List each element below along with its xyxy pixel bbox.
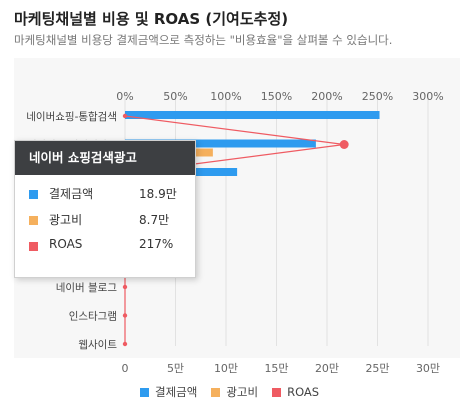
y-category-label: 웹사이트 — [78, 339, 117, 351]
x-tick-label-bottom: 10만 — [214, 362, 238, 375]
x-tick-label-bottom: 25만 — [365, 362, 389, 375]
legend-label: 광고비 — [226, 385, 259, 399]
chart-tooltip: 네이버 쇼핑검색광고 결제금액 18.9만 광고비 8.7만 ROAS 217% — [14, 140, 196, 278]
roas-point — [339, 140, 349, 149]
x-tick-label-bottom: 0 — [122, 362, 129, 375]
tooltip-label: 결제금액 — [49, 187, 94, 201]
x-tick-label-bottom: 30만 — [416, 362, 440, 375]
chart-subtitle: 마케팅채널별 비용당 결제금액으로 측정하는 "비용효율"을 살펴볼 수 있습니… — [14, 33, 393, 47]
roas-point — [122, 313, 128, 318]
tooltip-value: 217% — [139, 237, 174, 251]
legend-swatch-roas — [272, 387, 282, 397]
x-tick-label-top: 250% — [362, 90, 393, 103]
legend-item-revenue[interactable]: 결제금액 — [140, 384, 197, 400]
legend-item-ad-cost[interactable]: 광고비 — [211, 384, 258, 400]
bar-revenue — [125, 139, 316, 148]
x-tick-label-top: 0% — [116, 90, 133, 103]
y-category-label: 네이버 블로그 — [56, 282, 118, 294]
x-tick-label-top: 300% — [412, 90, 443, 103]
x-tick-label-top: 150% — [261, 90, 292, 103]
y-category-label: 인스타그램 — [69, 311, 117, 323]
x-tick-label-bottom: 20만 — [315, 362, 339, 375]
y-category-label: 네이버쇼핑-통합검색 — [26, 111, 117, 123]
legend-label: 결제금액 — [155, 385, 198, 399]
roas-point — [122, 113, 128, 119]
tooltip-label: 광고비 — [49, 213, 83, 227]
x-tick-label-top: 200% — [311, 90, 342, 103]
tooltip-row-revenue: 결제금액 18.9만 — [15, 181, 195, 207]
tooltip-swatch-revenue — [29, 190, 38, 199]
tooltip-swatch-roas — [29, 242, 38, 251]
tooltip-swatch-ad-cost — [29, 216, 38, 225]
legend-swatch-ad-cost — [211, 387, 221, 397]
x-tick-label-top: 100% — [210, 90, 241, 103]
roas-point — [122, 341, 128, 347]
bar-revenue — [125, 111, 380, 119]
tooltip-label: ROAS — [49, 237, 83, 251]
tooltip-value: 18.9만 — [139, 187, 177, 201]
x-tick-label-bottom: 5만 — [167, 362, 184, 375]
tooltip-value: 8.7만 — [139, 213, 170, 227]
chart-legend: 결제금액 광고비 ROAS — [140, 384, 319, 400]
chart-title: 마케팅채널별 비용 및 ROAS (기여도추정) — [14, 10, 289, 28]
roas-point — [122, 284, 128, 290]
x-tick-label-top: 50% — [163, 90, 187, 103]
legend-swatch-revenue — [140, 387, 149, 397]
legend-label: ROAS — [287, 385, 320, 399]
tooltip-title: 네이버 쇼핑검색광고 — [15, 141, 195, 175]
x-tick-label-bottom: 15만 — [264, 362, 288, 375]
tooltip-row-ad-cost: 광고비 8.7만 — [15, 207, 195, 233]
tooltip-row-roas: ROAS 217% — [15, 233, 195, 259]
legend-item-roas[interactable]: ROAS — [272, 384, 319, 400]
